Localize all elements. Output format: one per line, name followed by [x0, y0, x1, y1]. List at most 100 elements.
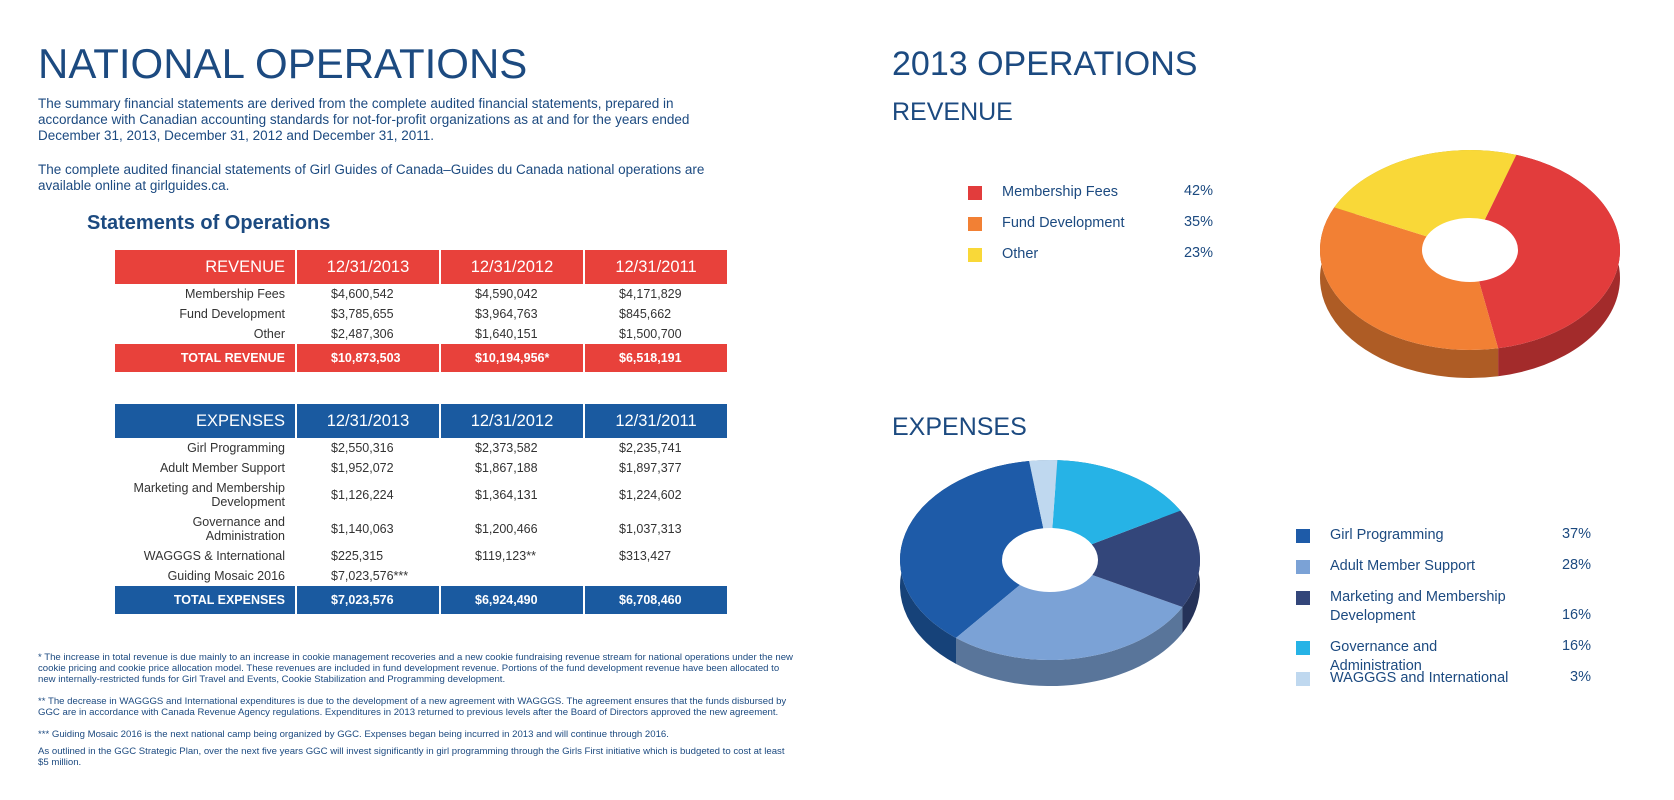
legend-swatch [1296, 529, 1310, 543]
cell: $225,315 [331, 549, 384, 563]
intro-paragraph: The summary financial statements are der… [38, 96, 690, 143]
row-label: Girl Programming [187, 441, 285, 455]
cell: $10,873,503 [297, 344, 439, 372]
cell: $4,600,542 [331, 287, 394, 301]
row-label: Membership Fees [184, 287, 285, 301]
row-label: Guiding Mosaic 2016 [167, 569, 285, 583]
cell: $1,037,313 [619, 522, 682, 536]
slice [956, 575, 1183, 660]
legend-value: 42% [1183, 183, 1213, 199]
cell: 12/31/2013 [297, 250, 439, 284]
cell: $3,785,655 [331, 307, 394, 321]
legend-label: Governance and Administration [1330, 639, 1438, 674]
row-label: TOTAL EXPENSES [115, 586, 295, 614]
cell: $1,500,700 [619, 327, 682, 341]
cell: $7,023,576 [297, 586, 439, 614]
expenses-table: EXPENSES 12/31/2013 12/31/2012 12/31/2011 Gi… [113, 404, 729, 614]
cell: $3,964,763 [475, 307, 538, 321]
cell: $1,640,151 [475, 327, 538, 341]
legend-label: Marketing and Membership Development [1330, 589, 1506, 624]
cell: $1,867,188 [475, 461, 538, 475]
statement-table: REVENUE 12/31/2013 12/31/2012 12/31/2011 Mem… [113, 250, 729, 372]
cell: $119,123** [475, 549, 536, 563]
cell: $1,200,466 [475, 522, 538, 536]
cell [441, 566, 583, 586]
cell: $6,924,490 [441, 586, 583, 614]
legend-label: Other [1002, 246, 1039, 262]
cell: $4,171,829 [619, 287, 682, 301]
header-row: EXPENSES 12/31/2013 12/31/2012 12/31/2011 [115, 404, 727, 438]
row-label: EXPENSES [115, 404, 295, 438]
legend-swatch [1296, 560, 1310, 574]
legend-value: 16% [1561, 607, 1591, 623]
cell: $2,235,741 [619, 441, 682, 455]
cell: 12/31/2012 [441, 250, 583, 284]
slice-side [1320, 207, 1499, 378]
section-title: 2013 OPERATIONS [892, 45, 1198, 83]
data-row: Guiding Mosaic 2016 $7,023,576*** [115, 566, 727, 586]
slice [1334, 150, 1517, 237]
slice [1478, 154, 1620, 349]
data-row: Marketing and Membership Development $1,1… [115, 478, 727, 512]
row-label: REVENUE [115, 250, 295, 284]
cell: 12/31/2012 [441, 404, 583, 438]
statement-table: EXPENSES 12/31/2013 12/31/2012 12/31/2011 Gi… [113, 404, 729, 614]
slice [1091, 510, 1200, 607]
data-row: Adult Member Support $1,952,072 $1,867,188… [115, 458, 727, 478]
donut-chart [1320, 150, 1620, 378]
revenue-table: REVENUE 12/31/2013 12/31/2012 12/31/2011 Mem… [113, 250, 729, 372]
cell: $1,140,063 [331, 522, 394, 536]
cell: $2,487,306 [331, 327, 394, 341]
total-row: TOTAL EXPENSES $7,023,576 $6,924,490 $6,708… [115, 586, 727, 614]
slice [900, 460, 1044, 638]
cell: $1,952,072 [331, 461, 394, 475]
row-label: Other [253, 327, 285, 341]
cell: 12/31/2013 [297, 404, 439, 438]
cell: 12/31/2011 [585, 404, 727, 438]
legend-value: 28% [1561, 557, 1591, 573]
legend-swatch [1296, 641, 1310, 655]
slice [1029, 460, 1058, 529]
legend-swatch [968, 248, 982, 262]
footnote: As outlined in the GGC Strategic Plan, o… [38, 746, 785, 768]
row-label: Fund Development [179, 307, 285, 321]
legend-swatch [1296, 591, 1310, 605]
footnote: *** Guiding Mosaic 2016 is the next nati… [38, 729, 669, 740]
legend-value: 3% [1570, 669, 1591, 685]
cell [585, 566, 727, 586]
cell: $1,126,224 [331, 488, 394, 502]
legend-label: WAGGGS and International [1330, 670, 1509, 686]
cell: $7,023,576*** [331, 569, 409, 583]
legend-label: Adult Member Support [1330, 558, 1476, 574]
page-title: NATIONAL OPERATIONS [38, 40, 528, 87]
legend-value: 35% [1183, 214, 1213, 230]
data-row: Girl Programming $2,550,316 $2,373,582 $2,2… [115, 438, 727, 458]
cell: $2,550,316 [331, 441, 394, 455]
donut-chart [900, 460, 1200, 686]
cell: $2,373,582 [475, 441, 538, 455]
cell: $313,427 [619, 549, 672, 563]
slice [1320, 207, 1499, 350]
footnote: ** The decrease in WAGGGS and Internatio… [38, 696, 787, 718]
legend-swatch [968, 186, 982, 200]
chart-title: EXPENSES [892, 413, 1027, 441]
data-row: Membership Fees $4,600,542 $4,590,042 $4,17… [115, 284, 727, 304]
cell: $1,364,131 [475, 488, 538, 502]
total-row: TOTAL REVENUE $10,873,503 $10,194,956* $6,5… [115, 344, 727, 372]
legend-swatch [968, 217, 982, 231]
intro-paragraph: The complete audited financial statement… [38, 162, 705, 193]
legend-value: 23% [1183, 245, 1213, 261]
row-label: Governance and Administration [192, 515, 285, 543]
footnote: * The increase in total revenue is due m… [38, 652, 793, 685]
cell: $6,708,460 [585, 586, 727, 614]
data-row: Governance and Administration $1,140,063 $… [115, 512, 727, 546]
legend-label: Membership Fees [1002, 184, 1119, 200]
cell: $10,194,956* [441, 344, 583, 372]
cell: $4,590,042 [475, 287, 538, 301]
cell: $845,662 [619, 307, 672, 321]
section-title: Statements of Operations [87, 212, 331, 234]
row-label: Adult Member Support [159, 461, 285, 475]
cell: 12/31/2011 [585, 250, 727, 284]
legend-label: Fund Development [1002, 215, 1125, 231]
